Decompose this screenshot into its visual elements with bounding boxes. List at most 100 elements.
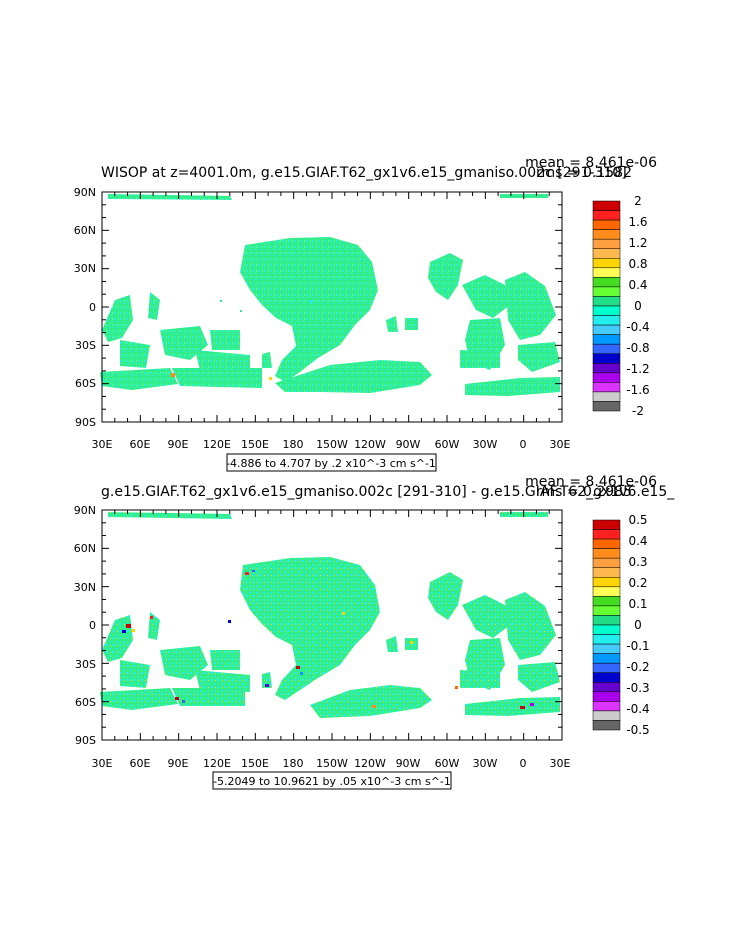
colorbar-swatch xyxy=(592,267,621,278)
panel-1-speckles xyxy=(171,300,313,380)
colorbar-swatch xyxy=(592,519,621,530)
panel-1-ticks xyxy=(101,191,563,423)
colorbar-swatch xyxy=(592,596,621,607)
y-tick-label: 90S xyxy=(75,416,96,429)
colorbar-swatch xyxy=(592,219,621,230)
x-tick-label: 120E xyxy=(203,438,231,451)
colorbar-swatch xyxy=(592,258,621,269)
colorbar-swatch xyxy=(592,701,621,712)
colorbar-label: 0 xyxy=(634,299,642,313)
colorbar-swatch xyxy=(592,567,621,578)
colorbar-swatch xyxy=(592,615,621,626)
colorbar-label: -1.2 xyxy=(626,362,649,376)
y-tick-label: 60N xyxy=(74,542,96,555)
colorbar-swatch xyxy=(592,238,621,249)
colorbar-swatch xyxy=(592,210,621,221)
panel-1-field xyxy=(100,194,560,396)
colorbar-swatch xyxy=(592,634,621,645)
y-tick-label: 0 xyxy=(89,301,96,314)
y-tick-label: 30S xyxy=(75,339,96,352)
colorbar-swatch xyxy=(592,229,621,240)
y-tick-label: 60S xyxy=(75,377,96,390)
colorbar-label: 0.2 xyxy=(628,576,647,590)
colorbar-swatch xyxy=(592,624,621,635)
panel-2-title: g.e15.GIAF.T62_gx1v6.e15_gmaniso.002c [2… xyxy=(101,484,675,500)
colorbar-swatch xyxy=(592,682,621,693)
panel-2-field xyxy=(100,512,560,718)
colorbar-label: 0.5 xyxy=(628,513,647,527)
colorbar-swatch xyxy=(592,363,621,374)
colorbar-label: 0.3 xyxy=(628,555,647,569)
panel-2-map xyxy=(100,509,563,741)
panel-2-ticks xyxy=(101,509,563,741)
colorbar-swatch xyxy=(592,672,621,683)
colorbar-label: 2 xyxy=(634,194,642,208)
colorbar-label: 0 xyxy=(634,618,642,632)
x-tick-label: 120E xyxy=(203,757,231,770)
x-tick-label: 30E xyxy=(92,757,113,770)
y-tick-label: 0 xyxy=(89,619,96,632)
colorbar-swatch xyxy=(592,343,621,354)
colorbar-swatch xyxy=(592,577,621,588)
colorbar-swatch xyxy=(592,586,621,597)
x-tick-label: 60E xyxy=(130,438,151,451)
colorbar-label: -0.4 xyxy=(626,702,649,716)
colorbar-label: -0.3 xyxy=(626,681,649,695)
x-tick-label: 120W xyxy=(354,438,386,451)
colorbar-label: 1.6 xyxy=(628,215,647,229)
x-tick-label: 0 xyxy=(520,757,527,770)
x-tick-label: 180 xyxy=(283,757,304,770)
y-tick-label: 30S xyxy=(75,658,96,671)
colorbar-swatch xyxy=(592,248,621,259)
x-tick-label: 90W xyxy=(396,757,421,770)
x-tick-label: 180 xyxy=(283,438,304,451)
colorbar-label: -0.2 xyxy=(626,660,649,674)
x-tick-label: 60W xyxy=(435,438,460,451)
y-tick-label: 30N xyxy=(74,262,96,275)
y-tick-label: 90S xyxy=(75,734,96,747)
colorbar-swatch xyxy=(592,286,621,297)
colorbar-swatch xyxy=(592,324,621,335)
panel-2-y-axis: 90N 60N 30N 0 30S 60S 90S xyxy=(74,504,96,747)
colorbar-swatch xyxy=(592,391,621,402)
panel-2-x-axis: 30E 60E 90E 120E 150E 180 150W 120W 90W … xyxy=(92,757,571,770)
colorbar-label: 0.4 xyxy=(628,534,647,548)
panel-2-speckles xyxy=(122,570,534,709)
colorbar-swatch xyxy=(592,643,621,654)
colorbar-swatch xyxy=(592,353,621,364)
panel-1-colorbar: 2 1.6 1.2 0.8 0.4 0 -0.4 -0.8 -1.2 -1.6 -2 xyxy=(592,194,650,418)
colorbar-swatch xyxy=(592,401,621,412)
colorbar-swatch xyxy=(592,710,621,721)
panel-1: mean = 8.461e-06 WISOP at z=4001.0m, g.e… xyxy=(74,155,657,472)
colorbar-swatch xyxy=(592,557,621,568)
colorbar-label: 1.2 xyxy=(628,236,647,250)
colorbar-label: -2 xyxy=(632,404,644,418)
x-tick-label: 30E xyxy=(550,438,571,451)
x-tick-label: 90E xyxy=(168,757,189,770)
x-tick-label: 150W xyxy=(316,438,348,451)
colorbar-swatch xyxy=(592,372,621,383)
colorbar-swatch xyxy=(592,548,621,559)
colorbar-swatch xyxy=(592,315,621,326)
colorbar-label: -0.8 xyxy=(626,341,649,355)
colorbar-label: 0.1 xyxy=(628,597,647,611)
colorbar-swatch xyxy=(592,296,621,307)
colorbar-swatch xyxy=(592,382,621,393)
x-tick-label: 0 xyxy=(520,438,527,451)
x-tick-label: 30W xyxy=(473,438,498,451)
x-tick-label: 60W xyxy=(435,757,460,770)
panel-1-rms: rms = 0.1582 xyxy=(536,165,632,181)
panel-1-range-label: -4.886 to 4.707 by .2 x10^-3 cm s^-1 xyxy=(226,457,436,470)
panel-2-range-box: -5.2049 to 10.9621 by .05 x10^-3 cm s^-1 xyxy=(212,771,452,790)
colorbar-label: 0.4 xyxy=(628,278,647,292)
panel-1-map xyxy=(100,191,563,423)
colorbar-swatch xyxy=(592,662,621,673)
colorbar-swatch xyxy=(592,538,621,549)
panel-2-mean: mean = 8.461e-06 xyxy=(525,474,657,490)
panel-2-colorbar: 0.5 0.4 0.3 0.2 0.1 0 -0.1 -0.2 -0.3 -0.4 -0.5 xyxy=(592,513,650,737)
colorbar-swatch xyxy=(592,605,621,616)
x-tick-label: 150E xyxy=(241,438,269,451)
panel-2: mean = 8.461e-06 g.e15.GIAF.T62_gx1v6.e1… xyxy=(74,474,675,790)
colorbar-swatch xyxy=(592,653,621,664)
